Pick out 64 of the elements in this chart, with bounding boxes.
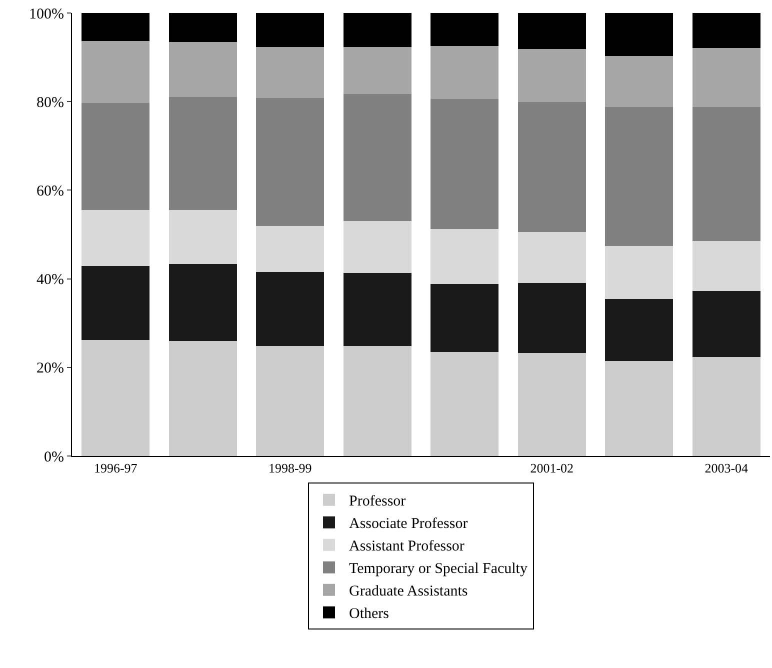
y-tick-label: 80% xyxy=(36,94,64,111)
bar xyxy=(256,13,324,48)
bar xyxy=(343,221,412,274)
bar xyxy=(168,97,237,210)
bar xyxy=(168,210,237,264)
bar xyxy=(430,13,499,46)
y-tick-label: 0% xyxy=(44,449,64,466)
bar xyxy=(256,98,324,226)
bar xyxy=(692,13,760,48)
bar xyxy=(168,264,237,341)
bar xyxy=(256,272,324,346)
bar xyxy=(605,56,674,107)
bar xyxy=(518,282,586,353)
bar xyxy=(605,246,674,300)
bar xyxy=(82,102,150,210)
bar xyxy=(82,40,150,103)
bar xyxy=(692,241,760,292)
bar xyxy=(518,13,586,49)
bar xyxy=(168,13,237,42)
bar xyxy=(430,352,499,456)
bar xyxy=(692,106,760,242)
bar xyxy=(605,361,674,456)
bar xyxy=(168,340,237,456)
bar xyxy=(256,226,324,272)
y-tick-label: 20% xyxy=(36,360,64,377)
bar xyxy=(82,266,150,340)
y-tick-label: 40% xyxy=(36,272,64,288)
bar xyxy=(692,48,760,107)
bar xyxy=(430,284,499,352)
legend-label: Graduate Assistants xyxy=(349,584,468,600)
bar xyxy=(168,42,237,98)
bar xyxy=(518,232,586,283)
bar xyxy=(82,210,150,266)
y-tick-label: 100% xyxy=(29,6,64,22)
bar xyxy=(518,352,586,456)
bar xyxy=(605,13,674,56)
bar xyxy=(430,46,499,99)
bar xyxy=(256,47,324,98)
bar xyxy=(518,48,586,102)
legend-label: Temporary or Special Faculty xyxy=(349,561,528,578)
bar xyxy=(518,102,586,232)
legend-label: Professor xyxy=(349,494,406,510)
x-tick-label: 2001-02 xyxy=(530,460,574,476)
bar xyxy=(605,299,674,362)
y-tick-label: 60% xyxy=(36,183,64,200)
bar xyxy=(343,346,412,456)
x-tick-label: 2003-04 xyxy=(704,460,749,476)
bar xyxy=(605,106,674,246)
x-tick-label: 1996-97 xyxy=(94,460,138,476)
bar xyxy=(256,346,324,456)
legend-label: Others xyxy=(349,606,390,622)
legend-label: Assistant Professor xyxy=(349,538,464,555)
bar xyxy=(343,13,412,48)
bar xyxy=(692,357,760,456)
legend-label: Associate Professor xyxy=(349,516,468,532)
bar xyxy=(430,98,499,230)
bar xyxy=(82,340,150,456)
bar xyxy=(430,229,499,284)
bar xyxy=(343,47,412,94)
bar xyxy=(692,291,760,358)
bar xyxy=(343,273,412,346)
bar xyxy=(343,94,412,222)
x-tick-label: 1998-99 xyxy=(268,460,312,476)
bar xyxy=(82,13,150,41)
